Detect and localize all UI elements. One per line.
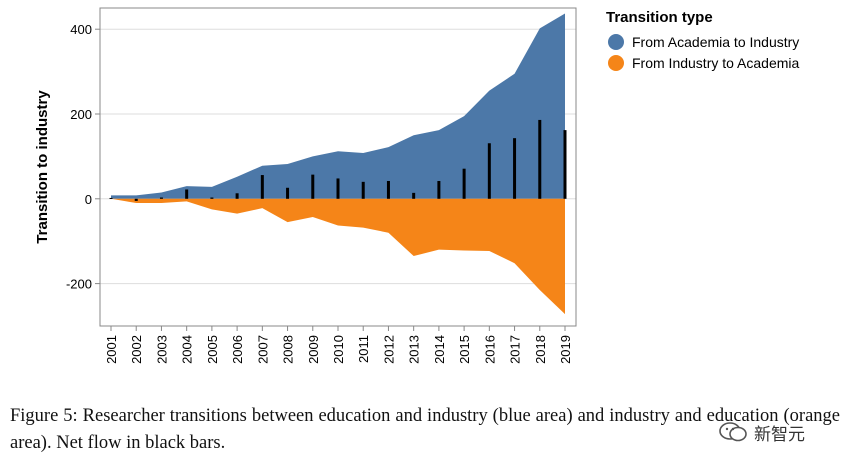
- x-tick-label: 2002: [129, 335, 144, 364]
- net-flow-bar: [487, 143, 491, 199]
- legend-swatch-academia-to-industry: [608, 34, 624, 50]
- x-tick-label: 2012: [381, 335, 396, 364]
- x-tick-label: 2016: [482, 335, 497, 364]
- net-flow-bar: [538, 119, 542, 199]
- x-tick-label: 2007: [255, 335, 270, 364]
- net-flow-bar: [412, 192, 416, 199]
- y-axis-title: Transition to industry: [34, 90, 51, 244]
- y-tick-label: 400: [70, 22, 92, 37]
- net-flow-bar: [513, 138, 517, 199]
- net-flow-bar: [462, 168, 466, 199]
- x-tick-label: 2009: [306, 335, 321, 364]
- x-tick-label: 2004: [180, 335, 195, 364]
- chart: 400 200 0 -200 2001 2002 2003 2004 2005 2006 2007…: [34, 7, 800, 364]
- net-flow-bar: [437, 180, 441, 199]
- y-tick-label: 0: [85, 192, 92, 207]
- figure-caption: Figure 5: Researcher transitions between…: [10, 406, 840, 453]
- net-flow-bar: [563, 130, 567, 199]
- x-tick-label: 2008: [281, 335, 296, 364]
- x-tick-label: 2018: [533, 335, 548, 364]
- plot-area: 400 200 0 -200 2001 2002 2003 2004 2005 2006 2007…: [66, 7, 577, 364]
- x-tick-label: 2011: [356, 335, 371, 363]
- net-flow-bar: [260, 175, 264, 199]
- net-flow-bar: [286, 187, 290, 199]
- legend-label-academia-to-industry: From Academia to Industry: [632, 34, 799, 50]
- net-flow-bar: [109, 197, 113, 199]
- net-flow-bar: [235, 193, 239, 199]
- x-tick-label: 2015: [457, 335, 472, 364]
- net-flow-bar: [386, 180, 390, 199]
- x-tick-label: 2019: [558, 335, 573, 364]
- net-flow-bar: [185, 189, 189, 199]
- net-flow-bar: [336, 178, 340, 199]
- net-flow-bar: [134, 198, 138, 201]
- area-industry-to-academia: [111, 198, 565, 315]
- x-tick-label: 2003: [154, 335, 169, 364]
- y-axis: 400 200 0 -200: [66, 22, 100, 292]
- x-tick-label: 2010: [331, 335, 346, 364]
- x-axis: 2001 2002 2003 2004 2005 2006 2007 2008 2009 2010…: [104, 326, 573, 364]
- legend-swatch-industry-to-academia: [608, 55, 624, 71]
- net-flow-bars: [109, 119, 567, 201]
- x-tick-label: 2014: [432, 335, 447, 364]
- x-tick-label: 2013: [407, 335, 422, 364]
- x-tick-label: 2017: [508, 335, 523, 364]
- x-tick-label: 2001: [104, 335, 119, 364]
- x-tick-label: 2005: [205, 335, 220, 364]
- net-flow-bar: [159, 197, 163, 199]
- net-flow-bar: [311, 174, 315, 199]
- y-tick-label: 200: [70, 107, 92, 122]
- watermark: 新智元: [718, 418, 844, 446]
- legend-label-industry-to-academia: From Industry to Academia: [632, 55, 800, 71]
- legend: Transition type From Academia to Industr…: [606, 9, 800, 71]
- legend-title: Transition type: [606, 9, 713, 26]
- wechat-icon: [719, 422, 747, 442]
- x-tick-label: 2006: [230, 335, 245, 364]
- net-flow-bar: [210, 197, 214, 199]
- y-tick-label: -200: [66, 277, 92, 292]
- watermark-text: 新智元: [754, 424, 805, 445]
- net-flow-bar: [361, 181, 365, 199]
- area-academia-to-industry: [111, 13, 565, 199]
